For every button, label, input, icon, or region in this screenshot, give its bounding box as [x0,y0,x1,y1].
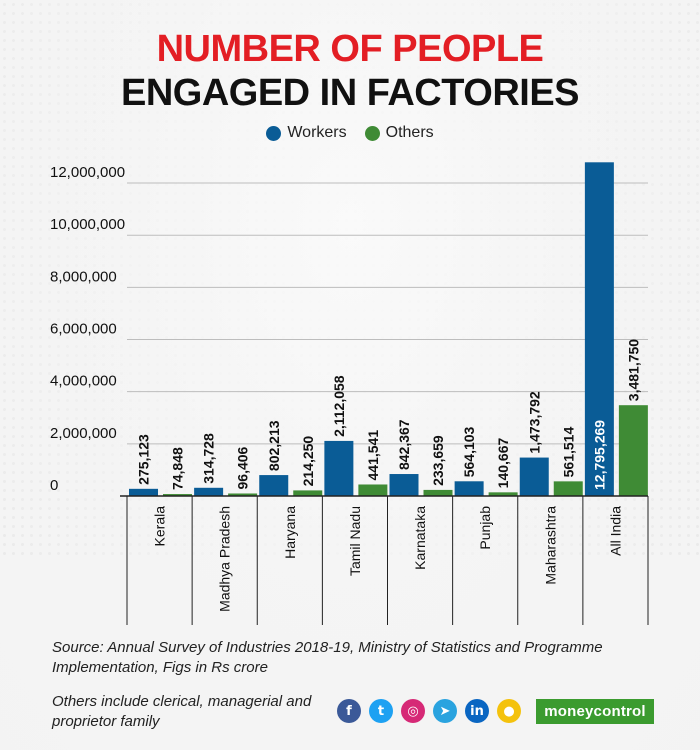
category-label: Tamil Nadu [347,506,363,576]
data-label: 275,123 [136,434,152,485]
chart-title-line2: ENGAGED IN FACTORIES [120,72,580,114]
y-tick-label: 10,000,000 [50,216,125,233]
bar-others [553,481,583,496]
bar-others [358,484,388,496]
data-label: 214,250 [300,436,316,487]
data-label: 802,213 [266,420,282,471]
category-label: Maharashtra [542,506,558,585]
bar-workers [454,481,484,496]
legend-item-others: Others [364,124,434,142]
data-label: 3,481,750 [625,339,641,401]
y-tick-label: 2,000,000 [50,425,117,442]
bar-others [228,493,258,496]
data-label: 233,659 [430,435,446,486]
others-note: Others include clerical, managerial and … [52,693,312,730]
category-label: All India [607,506,623,556]
bar-workers [259,475,289,496]
data-label: 1,473,792 [526,391,542,453]
data-label: 314,728 [201,433,217,484]
legend-label-others: Others [385,124,434,141]
data-label: 441,541 [365,430,381,481]
data-label: 842,367 [396,419,412,470]
bar-chart: 0 2,000,000 4,000,000 6,000,000 8,000,000 10,… [50,162,649,625]
bar-workers [324,440,354,496]
bar-workers [194,487,224,496]
instagram-icon[interactable]: ◎ [401,699,425,723]
y-tick-label: 8,000,000 [50,268,117,285]
bar-others [293,490,323,496]
bar-workers [129,488,158,496]
data-label: 96,406 [235,446,251,489]
legend-swatch-others [364,125,380,141]
legend: Workers Others [0,124,700,142]
data-label: 564,103 [461,426,477,477]
data-label: 74,848 [170,447,186,490]
category-label: Kerala [152,506,168,547]
bar-workers [584,162,614,496]
legend-label-workers: Workers [287,124,347,141]
category-label: Haryana [282,506,298,559]
facebook-icon[interactable]: f [337,699,361,723]
bar-workers [389,474,419,496]
data-label: 140,667 [495,438,511,489]
y-tick-label: 4,000,000 [50,373,117,390]
source-note: Source: Annual Survey of Industries 2018… [52,639,603,676]
linkedin-icon[interactable]: in [465,699,489,723]
chart-title-line1: NUMBER OF PEOPLE [156,28,544,70]
koo-icon[interactable]: ● [497,699,521,723]
y-tick-label: 6,000,000 [50,321,117,338]
data-label: 561,514 [560,427,576,478]
legend-item-workers: Workers [266,124,347,142]
data-label: 12,795,269 [591,420,607,490]
y-tick-label: 0 [50,477,58,494]
y-tick-label: 12,000,000 [50,164,125,181]
telegram-icon[interactable]: ➤ [433,699,457,723]
bar-others [488,492,518,496]
legend-swatch-workers [266,125,282,141]
bar-others [618,405,648,496]
data-label: 2,112,058 [331,375,347,437]
twitter-icon[interactable]: t [369,699,393,723]
category-label: Punjab [477,506,493,550]
bar-others [423,489,453,496]
category-label: Madhya Pradesh [217,506,233,612]
bar-others [163,494,192,496]
brand-logo: moneycontrol [536,699,654,724]
bar-workers [519,457,549,496]
social-icons: f t ◎ ➤ in ● [337,699,521,723]
category-label: Karnataka [412,506,428,570]
